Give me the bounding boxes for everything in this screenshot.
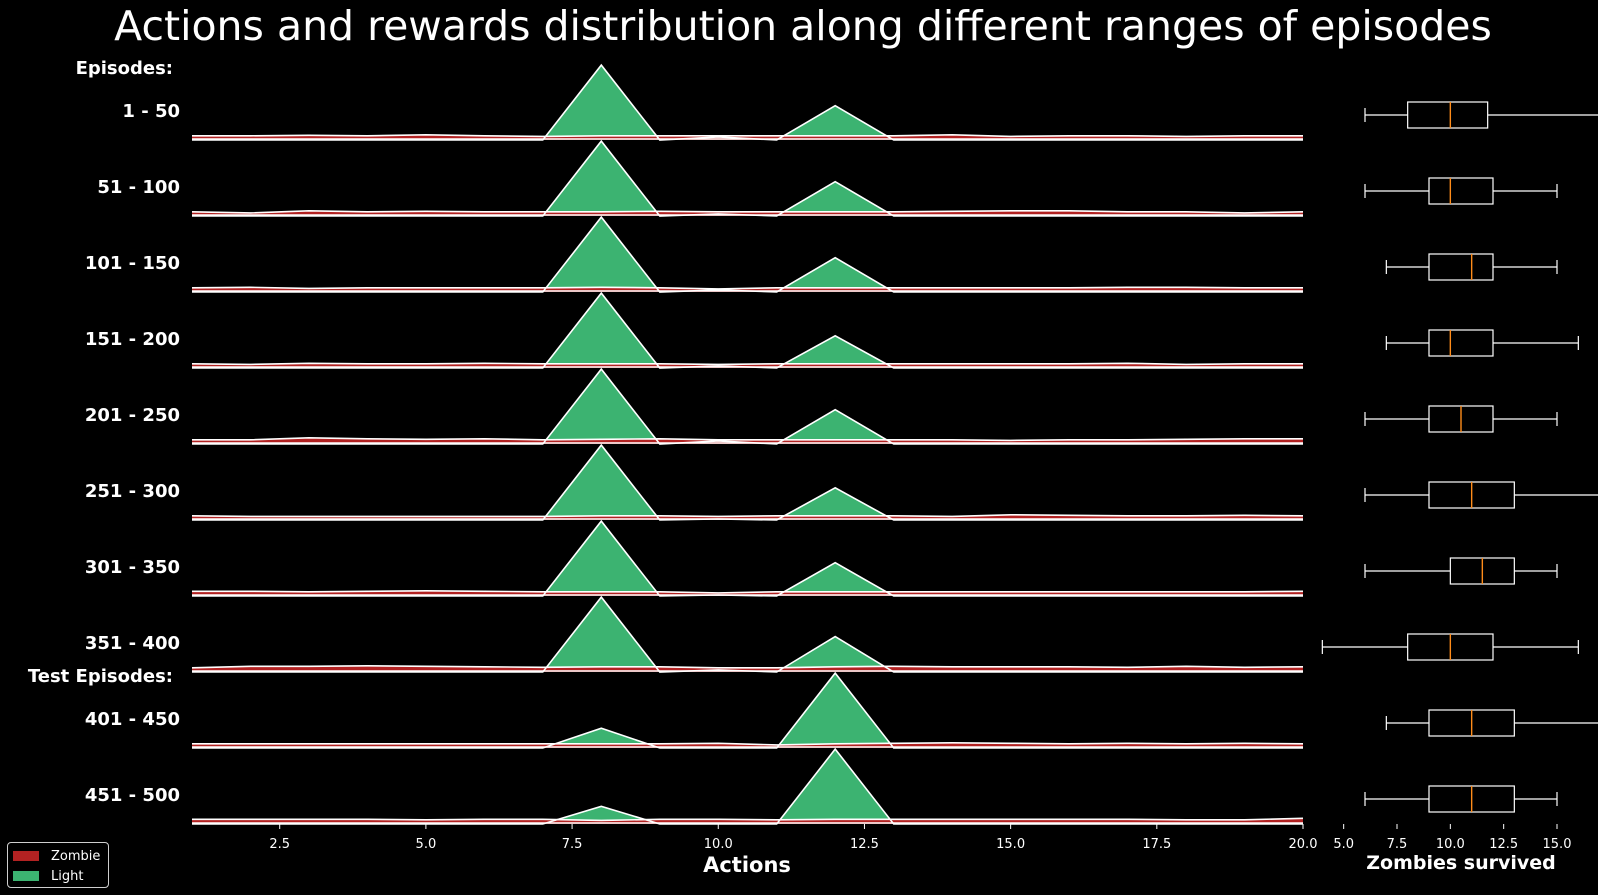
box-plot	[1321, 633, 1579, 661]
box-x-tick-label: 7.5	[1387, 837, 1408, 852]
legend-label-light: Light	[51, 868, 84, 884]
zombie-swatch	[13, 851, 39, 861]
light-area	[192, 521, 1303, 596]
light-area	[192, 217, 1303, 292]
zombie-line	[192, 741, 1304, 746]
legend-label-zombie: Zombie	[51, 848, 101, 864]
light-line	[192, 367, 1303, 445]
ridge-row: 151 - 200	[85, 291, 1303, 369]
box-iqr	[1428, 177, 1494, 205]
zombie-line	[192, 133, 1303, 138]
light-area	[192, 65, 1303, 140]
box-plot	[1364, 481, 1598, 509]
ridge-plots: 1 - 50 Episodes: 51 - 100 101 - 150 151 - 20…	[28, 58, 1304, 825]
episode-range-label: 201 - 250	[85, 405, 180, 426]
box-plot	[1364, 177, 1558, 205]
ridge-row: 1 - 50 Episodes:	[76, 58, 1303, 141]
episode-range-label: 451 - 500	[85, 785, 180, 806]
box-plot	[1385, 329, 1579, 357]
ridge-row: 351 - 400	[85, 595, 1304, 673]
boxplot-panel	[1321, 101, 1598, 813]
episode-range-label: 251 - 300	[85, 481, 180, 502]
episode-range-label: 351 - 400	[85, 633, 180, 654]
chart-title: Actions and rewards distribution along d…	[114, 2, 1492, 50]
light-area	[192, 445, 1303, 520]
actions-axis-label: Actions	[703, 853, 791, 877]
legend: Zombie Light	[7, 842, 109, 888]
box-plot	[1385, 253, 1558, 281]
box-x-tick-label: 10.0	[1436, 837, 1465, 852]
ridge-row: 251 - 300	[85, 443, 1304, 521]
box-plot	[1364, 101, 1598, 129]
x-tick-label: 5.0	[416, 837, 437, 852]
x-tick-label: 17.5	[1142, 837, 1171, 852]
light-line	[192, 443, 1303, 521]
group-header: Test Episodes:	[28, 666, 173, 687]
zombies-axis-label: Zombies survived	[1366, 852, 1556, 874]
episode-range-label: 101 - 150	[85, 253, 180, 274]
zombies-x-axis: 5.0 7.5 10.0 12.5 15.0	[1333, 824, 1571, 852]
ridge-row: 51 - 100	[97, 139, 1304, 217]
zombie-line	[191, 513, 1304, 518]
zombie-line	[192, 436, 1303, 442]
box-plot	[1364, 785, 1558, 813]
zombie-line	[191, 362, 1303, 366]
light-line	[192, 595, 1303, 673]
episode-range-label: 1 - 50	[122, 101, 180, 122]
light-line	[192, 291, 1303, 369]
x-tick-label: 10.0	[704, 837, 733, 852]
box-plot	[1385, 709, 1598, 737]
episode-range-label: 401 - 450	[85, 709, 180, 730]
box-x-tick-label: 5.0	[1333, 837, 1354, 852]
zombie-line	[192, 589, 1304, 594]
x-tick-label: 12.5	[850, 837, 879, 852]
ridge-row: 301 - 350	[85, 519, 1304, 597]
actions-x-axis: 2.5 5.0 7.5 10.0 12.5 15.0 17.5 20.0	[269, 824, 1317, 852]
group-header: Episodes:	[76, 58, 173, 79]
box-x-tick-label: 15.0	[1543, 837, 1572, 852]
x-tick-label: 20.0	[1289, 837, 1318, 852]
box-iqr	[1428, 253, 1494, 281]
box-plot	[1364, 405, 1558, 433]
ridge-row: 401 - 450 Test Episodes:	[28, 666, 1304, 749]
light-line	[192, 519, 1303, 597]
box-iqr	[1407, 101, 1489, 129]
episode-range-label: 301 - 350	[85, 557, 180, 578]
episode-range-label: 151 - 200	[85, 329, 180, 350]
light-line	[192, 139, 1303, 217]
light-line	[192, 215, 1303, 293]
episode-range-label: 51 - 100	[97, 177, 180, 198]
light-area	[192, 597, 1303, 672]
light-area	[192, 141, 1303, 216]
box-x-tick-label: 12.5	[1489, 837, 1518, 852]
ridge-row: 101 - 150	[85, 215, 1303, 293]
light-line	[192, 747, 1303, 825]
zombie-line	[191, 664, 1304, 669]
zombie-line	[191, 286, 1303, 290]
zombie-line	[191, 209, 1304, 214]
light-area	[192, 673, 1303, 748]
legend-item-light: Light	[13, 868, 84, 884]
ridge-row: 451 - 500	[85, 747, 1304, 825]
light-line	[192, 63, 1303, 141]
light-area	[192, 749, 1303, 824]
zombie-line	[192, 817, 1304, 822]
ridge-row: 201 - 250	[85, 367, 1303, 445]
light-line	[192, 671, 1303, 749]
x-tick-label: 7.5	[562, 837, 583, 852]
light-area	[192, 369, 1303, 444]
light-area	[192, 293, 1303, 368]
legend-item-zombie: Zombie	[13, 848, 101, 864]
box-iqr	[1428, 329, 1494, 357]
x-tick-label: 2.5	[269, 837, 290, 852]
light-swatch	[13, 871, 39, 881]
box-plot	[1364, 557, 1558, 585]
x-tick-label: 15.0	[996, 837, 1025, 852]
